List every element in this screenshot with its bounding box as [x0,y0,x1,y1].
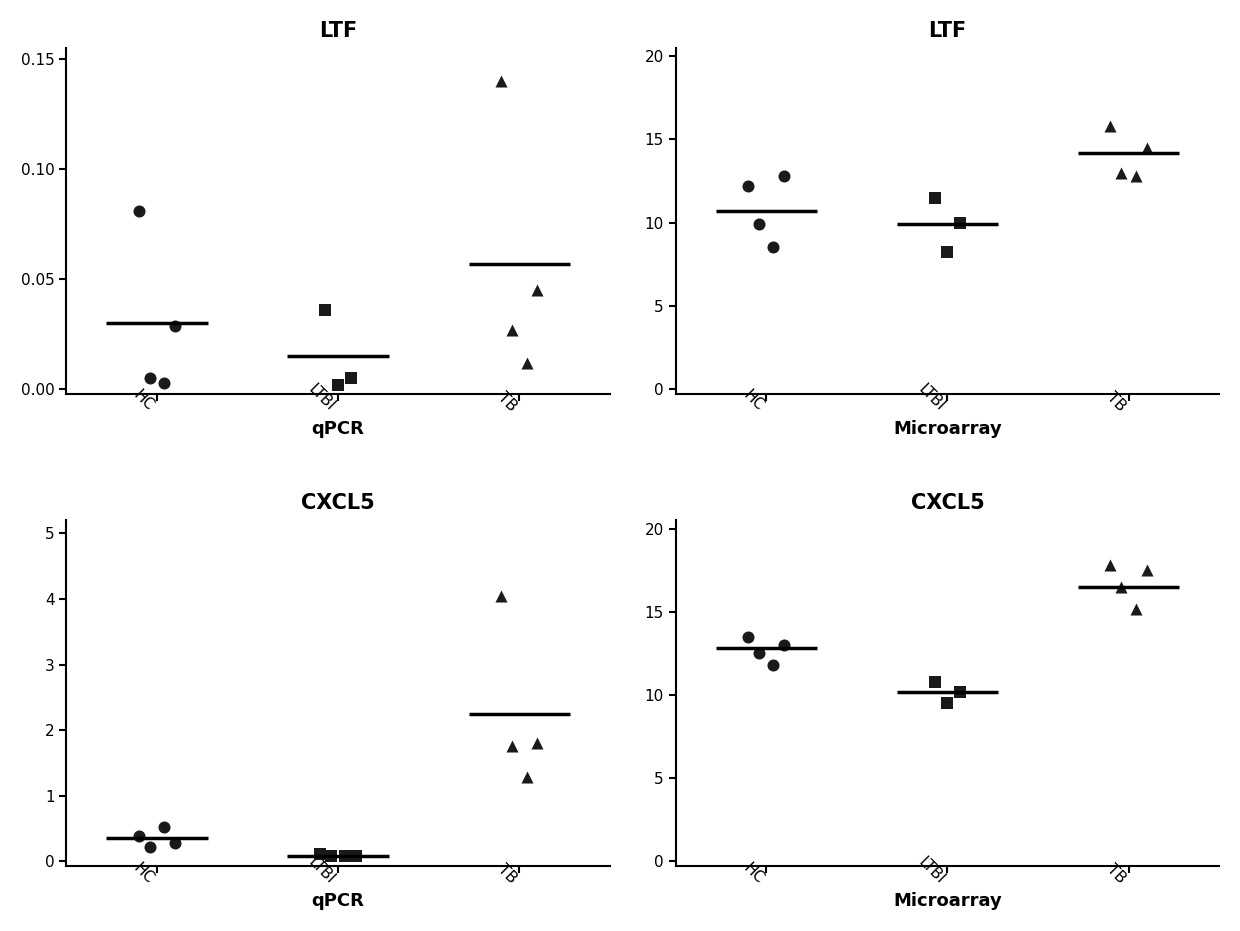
Point [491,74,511,88]
Point [140,840,160,855]
Point [165,836,185,851]
Point [154,819,174,834]
Title: LTF: LTF [319,20,357,41]
Point [329,378,348,393]
Point [925,674,945,689]
Point [527,735,547,750]
Point [738,629,758,644]
Point [764,657,784,672]
Point [1111,165,1131,180]
Point [315,303,335,317]
Point [321,849,341,864]
Title: CXCL5: CXCL5 [301,493,374,513]
Point [764,240,784,255]
Point [749,217,769,232]
X-axis label: qPCR: qPCR [311,420,365,438]
X-axis label: Microarray: Microarray [893,420,1002,438]
Point [346,848,366,863]
Point [1126,169,1146,183]
X-axis label: qPCR: qPCR [311,892,365,911]
Point [336,849,356,864]
Point [1101,118,1121,133]
Point [1111,579,1131,594]
Title: LTF: LTF [929,20,966,41]
Point [165,318,185,333]
Point [140,371,160,385]
Point [937,695,957,710]
Point [925,190,945,205]
Point [129,204,149,219]
Point [527,283,547,298]
Point [749,646,769,661]
Point [517,356,537,371]
Point [937,245,957,260]
X-axis label: Microarray: Microarray [893,892,1002,911]
Point [950,684,970,699]
Point [491,588,511,603]
Point [1137,563,1157,578]
Point [517,770,537,785]
Point [154,375,174,390]
Point [1101,558,1121,573]
Point [341,371,361,385]
Point [775,638,795,653]
Point [950,215,970,230]
Point [502,739,522,754]
Point [502,322,522,337]
Point [738,179,758,194]
Point [1126,601,1146,616]
Point [775,169,795,183]
Point [1137,141,1157,155]
Title: CXCL5: CXCL5 [910,493,985,513]
Point [310,847,330,862]
Point [129,829,149,843]
